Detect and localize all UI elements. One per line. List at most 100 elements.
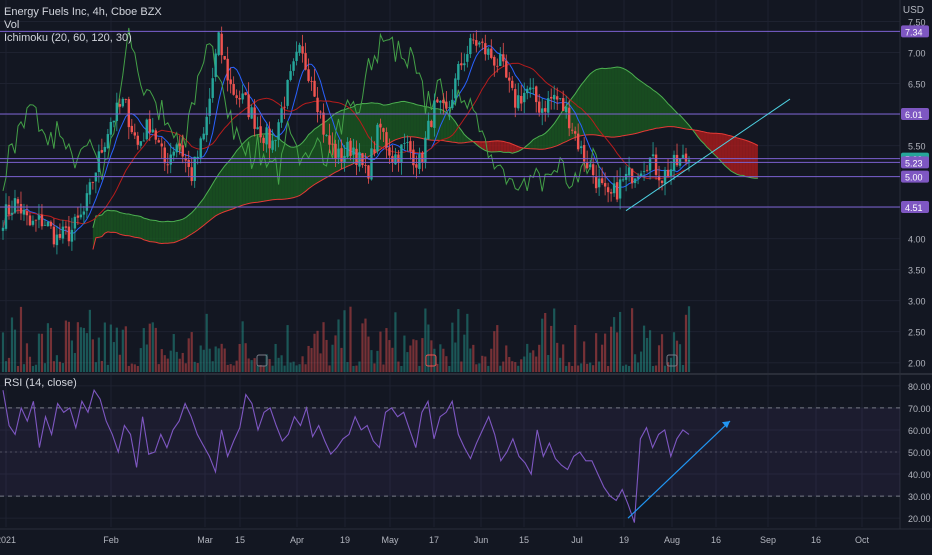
volume-bar — [130, 363, 133, 372]
candle-body — [514, 89, 517, 108]
candle-body — [684, 153, 688, 162]
candle-body — [334, 143, 337, 159]
volume-bar — [64, 320, 68, 372]
volume-bar — [199, 345, 202, 372]
price-tick-label: 2.50 — [908, 328, 926, 338]
volume-bar — [433, 348, 436, 372]
candle-body — [436, 99, 439, 103]
volume-bar — [355, 365, 358, 372]
volume-bar — [85, 333, 88, 372]
candle-body — [115, 102, 119, 122]
candle-body — [448, 107, 451, 109]
volume-bar — [607, 365, 610, 372]
volume-bar — [55, 355, 59, 372]
price-trendline — [625, 98, 791, 212]
cloud-segment — [116, 211, 120, 235]
volume-bar — [127, 365, 130, 372]
time-tick-label: Jul — [571, 535, 583, 545]
candle-body — [358, 152, 361, 167]
cloud-segment — [179, 219, 183, 241]
volume-bar — [394, 312, 397, 372]
candle-body — [421, 152, 424, 163]
cloud-segment — [593, 69, 597, 136]
cloud-segment — [167, 221, 171, 244]
candle-body — [121, 98, 125, 107]
volume-bar — [145, 344, 148, 372]
candle-body — [244, 92, 247, 95]
cloud-segment — [155, 220, 159, 244]
volume-legend[interactable]: Vol — [4, 19, 20, 31]
cloud-segment — [317, 124, 321, 183]
price-level-badge — [901, 170, 929, 183]
volume-bar — [412, 339, 415, 372]
volume-bar — [313, 333, 316, 372]
volume-bar — [663, 365, 667, 372]
cloud-segment — [563, 105, 567, 143]
candle-body — [505, 60, 508, 78]
candle-body — [283, 106, 286, 108]
candle-body — [615, 182, 619, 200]
cloud-segment — [260, 134, 264, 202]
candle-body — [310, 81, 313, 82]
cloud-segment — [392, 102, 396, 142]
cloud-segment — [724, 134, 728, 169]
candle-body — [460, 63, 463, 66]
symbol-title[interactable]: Energy Fuels Inc, 4h, Cboe BZX — [4, 6, 162, 18]
volume-bar — [220, 343, 223, 372]
candle-body — [493, 56, 496, 66]
volume-bar — [505, 345, 508, 372]
cloud-segment — [617, 67, 621, 137]
volume-bar — [367, 336, 370, 372]
price-level-badge — [901, 200, 929, 213]
volume-bar — [70, 340, 73, 372]
candle-body — [100, 150, 104, 153]
ichimoku-span-a-line — [92, 66, 758, 228]
volume-bar — [337, 319, 340, 372]
volume-bar — [151, 322, 154, 372]
candle-body — [675, 154, 679, 166]
candle-body — [253, 107, 256, 129]
cloud-segment — [644, 83, 648, 132]
candle-body — [561, 98, 565, 111]
cloud-segment — [449, 114, 453, 143]
volume-bar — [520, 359, 523, 372]
candle-body — [130, 125, 134, 133]
candle-body — [163, 147, 166, 164]
price-tick-label: 3.00 — [908, 297, 926, 307]
volume-bar — [481, 355, 484, 372]
price-axis: 2.002.503.003.504.004.505.005.506.006.50… — [901, 18, 929, 369]
candle-body — [247, 94, 250, 118]
volume-bar — [457, 309, 460, 372]
volume-bar — [532, 350, 535, 372]
rsi-tick-label: 30.00 — [908, 492, 931, 502]
volume-bar — [379, 331, 382, 372]
candle-body — [681, 154, 685, 158]
candle-body — [343, 155, 346, 163]
price-tick-label: 7.00 — [908, 49, 926, 59]
cloud-segment — [164, 221, 168, 244]
volume-bar — [295, 365, 298, 372]
ichimoku-legend[interactable]: Ichimoku (20, 60, 120, 30) — [4, 32, 132, 44]
candle-body — [40, 214, 44, 227]
volume-bar — [633, 354, 637, 372]
price-tick-label: 4.00 — [908, 235, 926, 245]
volume-bar — [553, 308, 556, 372]
candle-body — [576, 133, 580, 150]
candle-body — [454, 78, 457, 99]
candle-body — [124, 99, 128, 100]
rsi-legend[interactable]: RSI (14, close) — [4, 377, 77, 389]
volume-bar — [169, 350, 172, 372]
candle-body — [394, 154, 397, 165]
candle-body — [490, 48, 493, 58]
cloud-segment — [137, 215, 141, 239]
cloud-segment — [515, 145, 519, 153]
candle-body — [205, 116, 208, 136]
price-tick-label: 7.50 — [908, 18, 926, 28]
volume-bar — [142, 328, 145, 372]
cloud-segment — [416, 104, 420, 138]
candle-body — [355, 148, 358, 166]
cloud-segment — [287, 145, 291, 199]
cloud-segment — [140, 216, 144, 240]
